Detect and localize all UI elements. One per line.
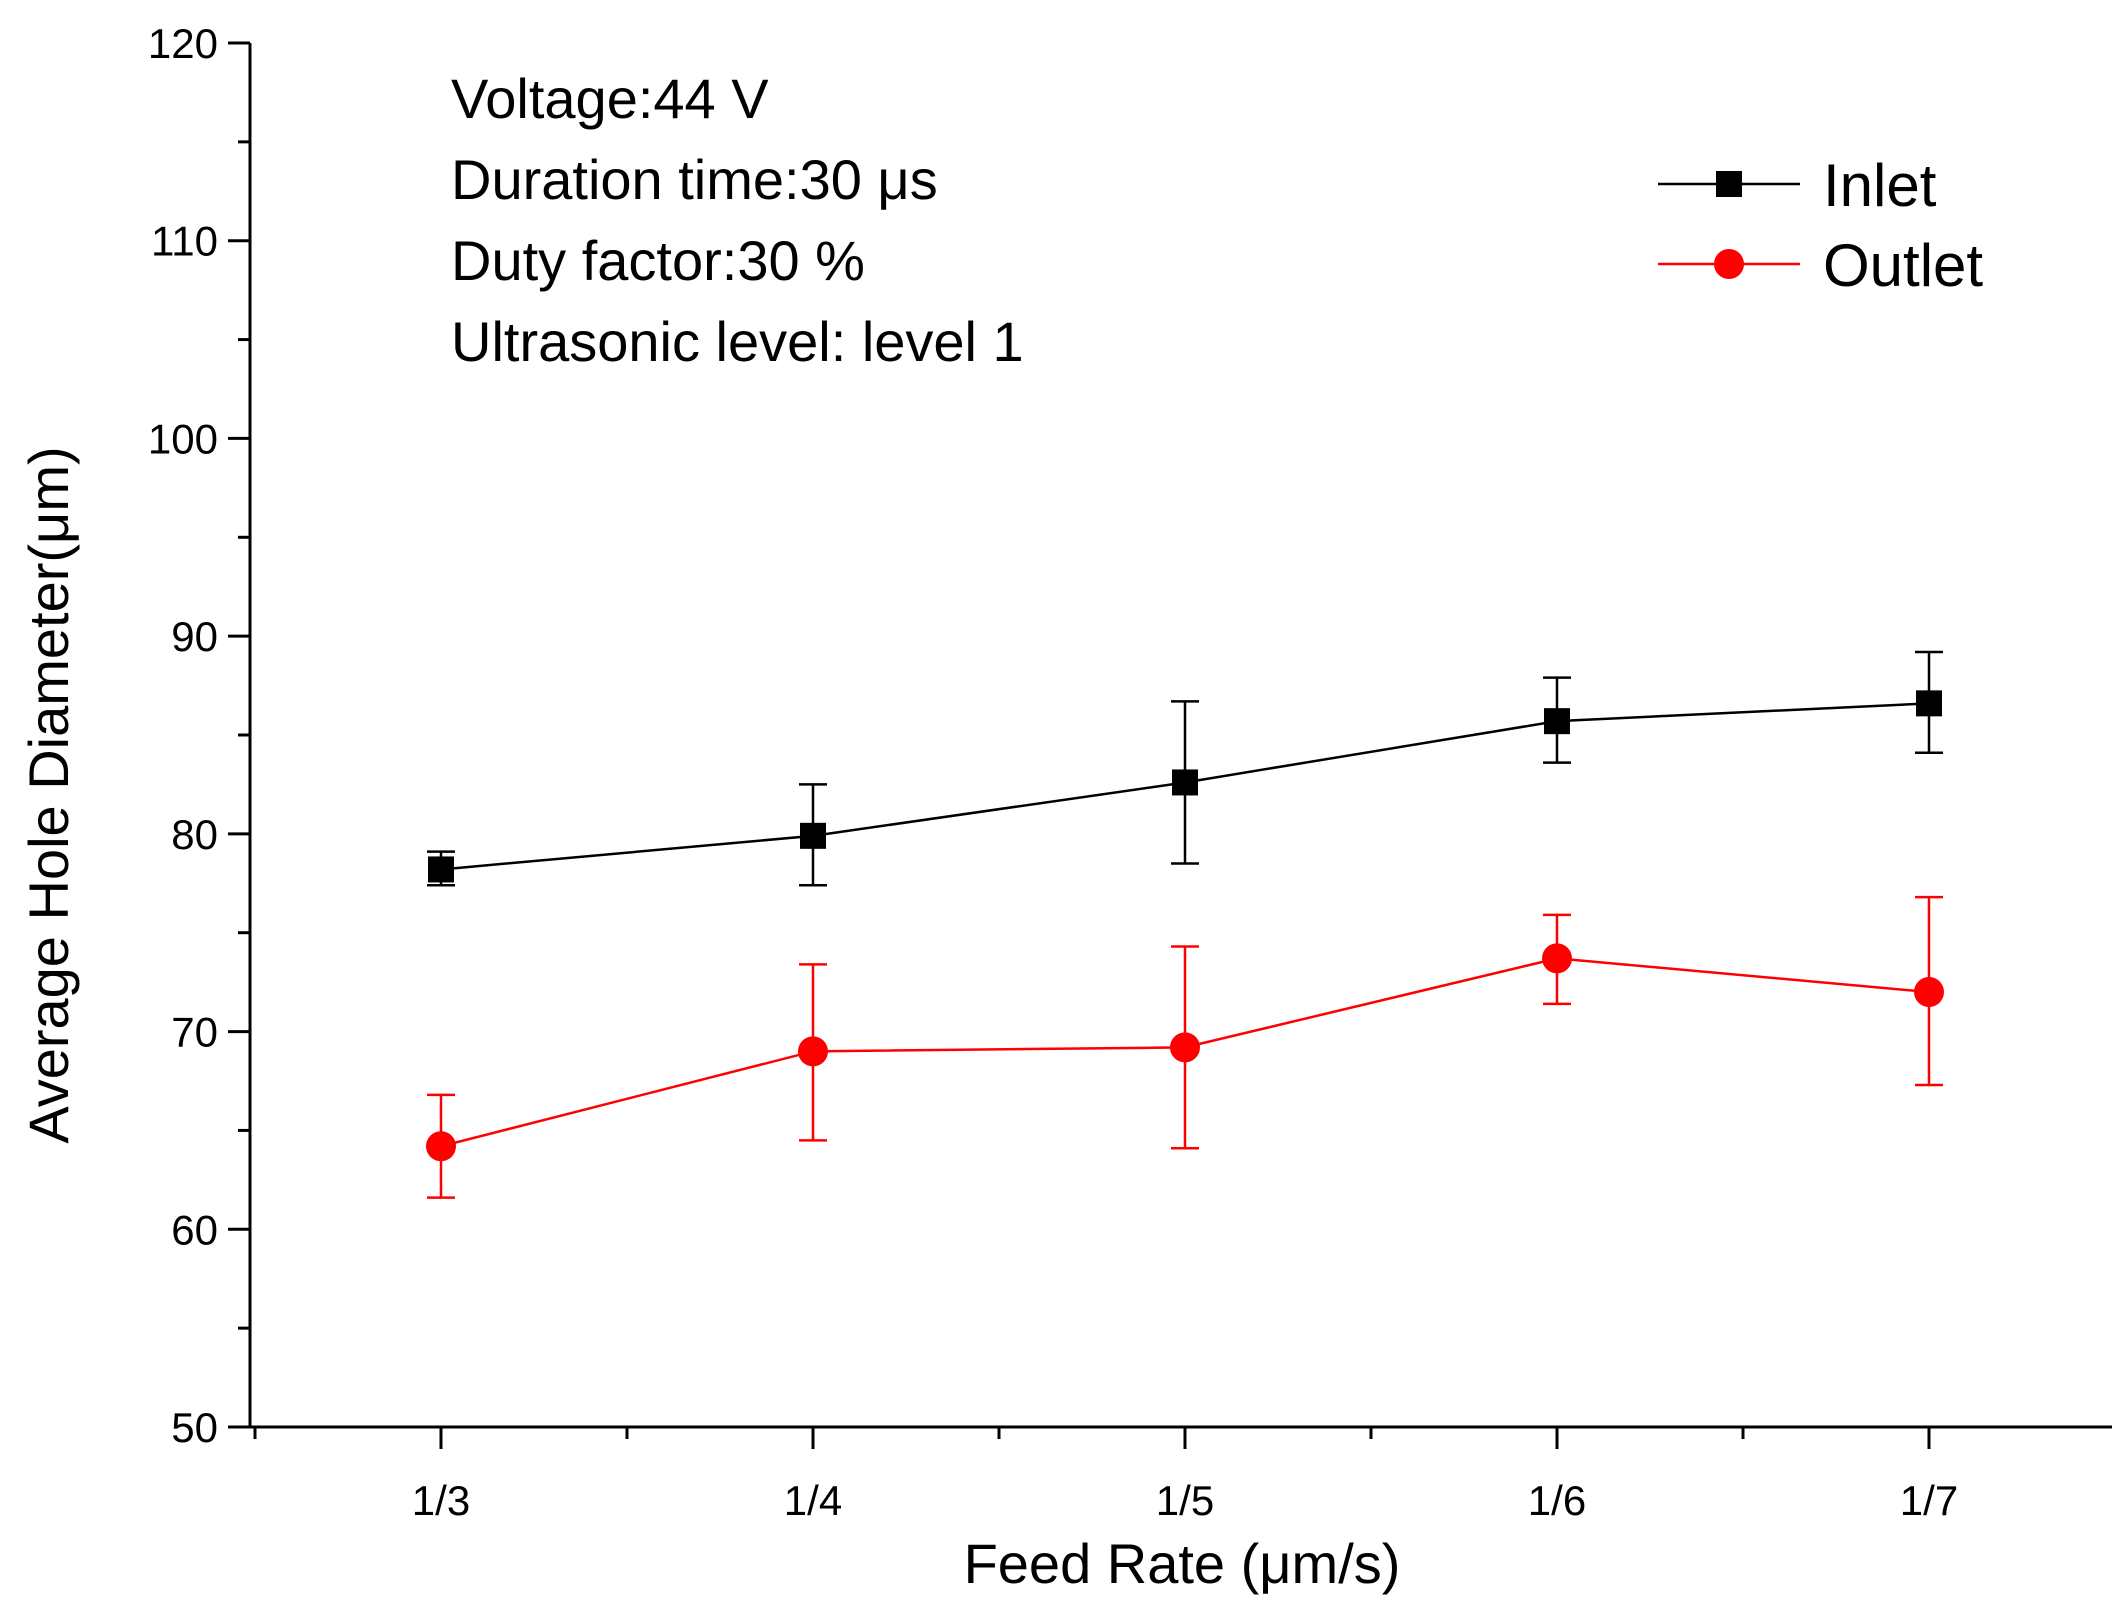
y-axis-title: Average Hole Diameter(μm) [17,446,80,1143]
axes: 50 60 70 80 90 100 110 120 1/3 1/4 1/5 1/6 1/7 Feed R… [17,20,2112,1595]
annotation-line: Duty factor:30 % [451,229,865,292]
data-point [798,1036,828,1067]
data-point [1172,769,1198,796]
x-tick-label: 1/7 [1900,1477,1958,1524]
y-tick-label: 120 [148,20,218,67]
legend-marker [1716,171,1742,197]
series-inlet [427,650,1943,887]
y-tick-label: 60 [171,1206,218,1253]
annotations: Voltage:44 V Duration time:30 μs Duty fact… [451,67,1024,373]
data-point [1544,708,1570,735]
annotation-line: Voltage:44 V [451,67,769,130]
y-tick-label: 100 [148,415,218,462]
x-tick-label: 1/3 [412,1477,470,1524]
series-layer [426,650,1944,1199]
annotation-line: Ultrasonic level: level 1 [451,310,1024,373]
y-tick-label: 90 [171,613,218,660]
legend: Inlet Outlet [1658,152,1983,299]
x-axis-title: Feed Rate (μm/s) [964,1532,1401,1595]
legend-marker [1714,249,1744,279]
series-outlet [426,895,1944,1199]
data-point [1542,943,1572,974]
data-point [800,822,826,849]
data-point [1914,977,1944,1008]
x-tick-label: 1/4 [784,1477,842,1524]
data-point [426,1131,456,1162]
data-point [1916,690,1942,717]
legend-label: Inlet [1823,152,1937,219]
data-point [428,856,454,883]
x-tick-label: 1/5 [1156,1477,1214,1524]
y-tick-label: 80 [171,811,218,858]
legend-label: Outlet [1823,232,1983,299]
y-tick-label: 50 [171,1404,218,1451]
y-tick-label: 70 [171,1009,218,1056]
annotation-line: Duration time:30 μs [451,148,938,211]
x-tick-label: 1/6 [1528,1477,1586,1524]
y-tick-label: 110 [151,218,218,265]
data-point [1170,1032,1200,1063]
